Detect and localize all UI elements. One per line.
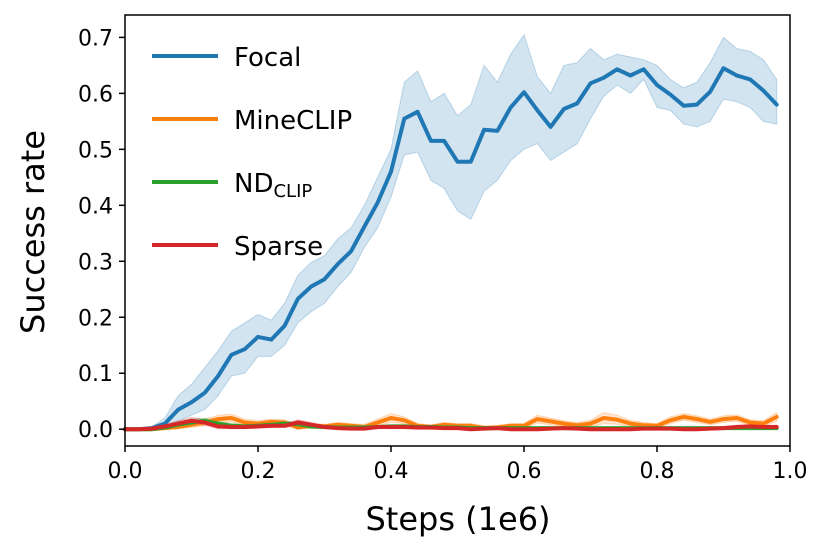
x-axis-label: Steps (1e6) (365, 500, 550, 538)
x-tick-label: 0.6 (507, 459, 542, 484)
y-tick-label: 0.7 (78, 26, 113, 51)
x-axis-ticks: 0.0 0.2 0.4 0.6 0.8 1.0 (108, 446, 808, 484)
legend-label-focal: Focal (234, 43, 301, 73)
legend: Focal MineCLIP NDCLIP Sparse (152, 43, 352, 262)
y-tick-label: 0.2 (78, 306, 113, 331)
legend-label-ndclip: NDCLIP (234, 169, 312, 202)
x-tick-label: 0.2 (241, 459, 276, 484)
line-mineclip (123, 414, 779, 432)
line-focal (123, 66, 779, 432)
y-tick-label: 0.1 (78, 362, 113, 387)
plot-frame (124, 14, 791, 447)
y-axis-label: Success rate (14, 130, 52, 334)
y-tick-label: 0.5 (78, 138, 113, 163)
x-tick-label: 0.4 (374, 459, 409, 484)
x-tick-label: 1.0 (773, 459, 808, 484)
legend-label-mineclip: MineCLIP (234, 106, 352, 136)
y-tick-label: 0.0 (78, 418, 113, 443)
y-tick-label: 0.3 (78, 250, 113, 275)
series-lines (123, 66, 779, 432)
y-tick-label: 0.6 (78, 82, 113, 107)
x-tick-label: 0.8 (640, 459, 675, 484)
x-tick-label: 0.0 (108, 459, 143, 484)
y-tick-label: 0.4 (78, 194, 113, 219)
line-sparse (123, 418, 779, 432)
y-axis-ticks: 0.0 0.1 0.2 0.3 0.4 0.5 0.6 0.7 (78, 26, 125, 443)
legend-label-sparse: Sparse (234, 232, 323, 262)
